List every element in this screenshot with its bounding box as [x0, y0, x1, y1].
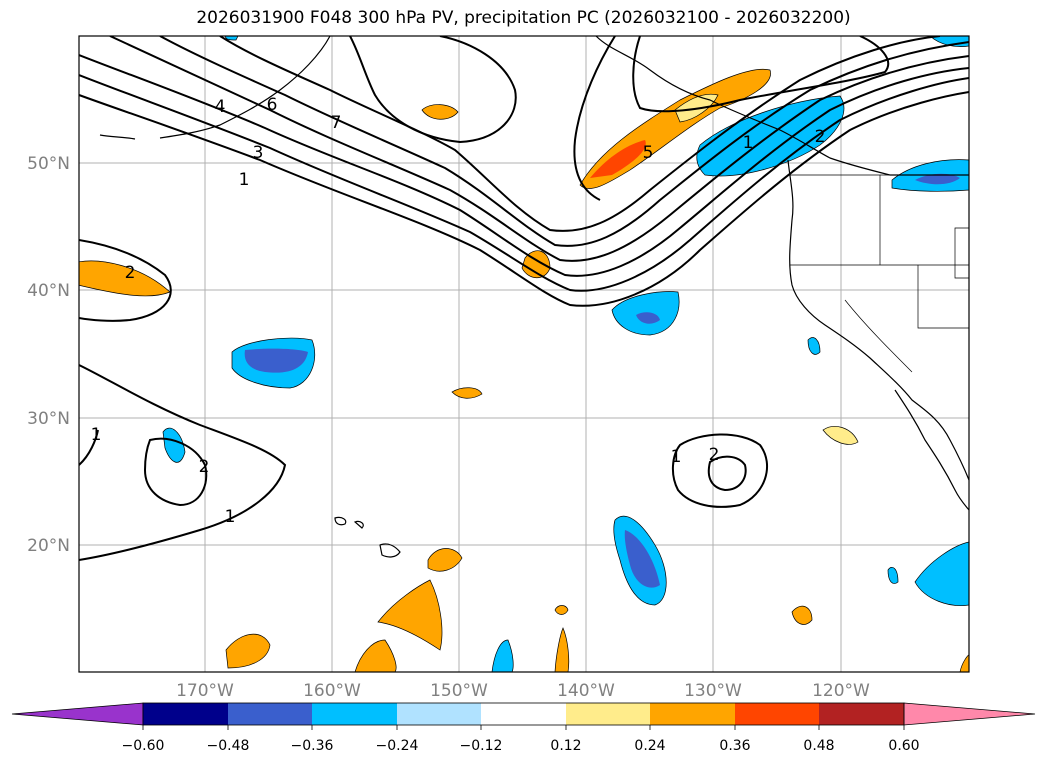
contour-label: 7: [331, 113, 342, 133]
plot-frame: [78, 35, 970, 673]
colorbar-tick-label: 0.24: [634, 738, 665, 754]
lat-labels: 50°N 40°N 30°N 20°N: [27, 154, 70, 556]
contour-label: 5: [643, 143, 654, 163]
precip-patch-baja: [822, 426, 859, 445]
precip-patch-coast-blue: [807, 337, 821, 355]
contour-label: 6: [267, 95, 278, 115]
colorbar-tick-label: 0.36: [719, 738, 750, 754]
plot-area: [79, 36, 969, 672]
contour-label: 1: [671, 447, 682, 467]
precip-patch-center: [451, 387, 483, 399]
colorbar-tick-label: −0.12: [460, 738, 503, 754]
contour-labels: 1 3 4 6 7 5 2 1 2 1 2 1 1 2: [91, 95, 826, 527]
precip-patch-hawaii-south: [377, 579, 443, 651]
colorbar-segment: [650, 703, 735, 725]
contour-label: 2: [199, 457, 210, 477]
precip-patch-south2: [554, 627, 570, 672]
colorbar-segment: [819, 703, 904, 725]
lon-label-160w: 160°W: [303, 681, 361, 701]
colorbar-segment: [397, 703, 481, 725]
lon-label-130w: 130°W: [684, 681, 742, 701]
precip-patch-hawaii-east: [427, 548, 463, 572]
precip-core-mid-blue: [636, 312, 660, 324]
colorbar-segment: [228, 703, 312, 725]
precip-patch-se-blue: [914, 541, 969, 606]
precip-edge: [959, 654, 969, 672]
lon-labels: 170°W 160°W 150°W 140°W 130°W 120°W: [176, 681, 870, 701]
precip-dot-blue: [887, 567, 899, 584]
contour-label: 2: [125, 263, 136, 283]
precip-patch-west2-blue: [162, 427, 186, 463]
colorbar: −0.60 −0.48 −0.36 −0.24 −0.12 0.12 0.24 …: [11, 702, 1036, 754]
precip-core-west-blue: [244, 348, 308, 373]
lon-label-170w: 170°W: [176, 681, 234, 701]
contour-label: 1: [91, 425, 102, 445]
state-borders: [790, 174, 969, 373]
contour-label: 1: [239, 170, 250, 190]
precip-core-south-blue: [624, 530, 660, 588]
colorbar-tick-label: 0.48: [803, 738, 834, 754]
colorbar-tick-label: −0.36: [291, 738, 334, 754]
colorbar-tick-label: −0.60: [122, 738, 165, 754]
lat-label-50n: 50°N: [27, 154, 70, 174]
precip-dot: [554, 605, 569, 615]
colorbar-extend-high: [903, 702, 1036, 726]
colorbar-segment: [566, 703, 650, 725]
precip-patch-north: [421, 104, 459, 120]
colorbar-tick-label: 0.60: [888, 738, 919, 754]
pv-contours: [79, 36, 969, 561]
map-title: 2026031900 F048 300 hPa PV, precipitatio…: [196, 8, 851, 28]
colorbar-segment: [481, 703, 566, 725]
precip-patch-south: [354, 639, 397, 672]
contour-label: 1: [743, 133, 754, 153]
lat-label-20n: 20°N: [27, 536, 70, 556]
colorbar-tick-label: −0.48: [207, 738, 250, 754]
colorbar-tick-label: 0.12: [550, 738, 581, 754]
contour-label: 3: [253, 143, 264, 163]
precip-top-blue: [224, 36, 239, 41]
contour-label: 2: [709, 445, 720, 465]
precip-patch-se: [791, 605, 813, 625]
precip-core-interior: [915, 173, 960, 185]
contour-label: 1: [225, 507, 236, 527]
lon-label-120w: 120°W: [812, 681, 870, 701]
contour-label: 4: [215, 97, 226, 117]
precip-positive: [79, 68, 969, 672]
colorbar-extend-low: [11, 702, 144, 726]
colorbar-segment: [312, 703, 397, 725]
colorbar-segment: [143, 703, 228, 725]
colorbar-segment: [735, 703, 819, 725]
lat-label-30n: 30°N: [27, 409, 70, 429]
lat-label-40n: 40°N: [27, 281, 70, 301]
coastlines: [99, 36, 969, 558]
precip-patch-sw: [225, 634, 271, 669]
lon-label-140w: 140°W: [557, 681, 615, 701]
contour-label: 2: [815, 127, 826, 147]
lon-label-150w: 150°W: [430, 681, 488, 701]
precip-core-gulf-alaska: [590, 140, 646, 178]
colorbar-tick-label: −0.24: [376, 738, 419, 754]
precip-patch-south2-blue: [491, 639, 514, 672]
